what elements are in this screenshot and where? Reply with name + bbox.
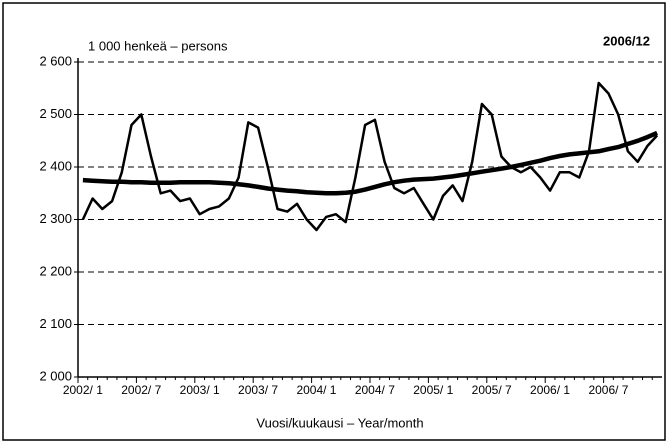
x-tick-label: 2004/ 1 bbox=[296, 383, 336, 397]
y-tick-label: 2 100 bbox=[39, 316, 72, 331]
y-tick-label: 2 000 bbox=[39, 368, 72, 383]
period: 2006/12 bbox=[603, 33, 650, 48]
x-tick-label: 2002/ 1 bbox=[63, 383, 103, 397]
x-tick-label: 2004/ 7 bbox=[355, 383, 395, 397]
x-tick-label: 2006/ 7 bbox=[588, 383, 628, 397]
x-tick-label: 2005/ 7 bbox=[472, 383, 512, 397]
y-tick-label: 2 200 bbox=[39, 263, 72, 278]
y-tick-label: 2 400 bbox=[39, 158, 72, 173]
y-tick-label: 2 600 bbox=[39, 53, 72, 68]
series-line bbox=[81, 81, 659, 232]
series-line bbox=[82, 130, 658, 196]
annotation: 1 000 henkeä – persons bbox=[88, 38, 228, 53]
y-tick-label: 2 500 bbox=[39, 106, 72, 121]
x-tick-label: 2006/ 1 bbox=[530, 383, 570, 397]
x-tick-label: 2003/ 1 bbox=[180, 383, 220, 397]
x-axis-title: Vuosi/kuukausi – Year/month bbox=[256, 415, 423, 430]
y-tick-label: 2 300 bbox=[39, 211, 72, 226]
x-tick-label: 2002/ 7 bbox=[121, 383, 161, 397]
x-tick-label: 2003/ 7 bbox=[238, 383, 278, 397]
x-tick-label: 2005/ 1 bbox=[413, 383, 453, 397]
